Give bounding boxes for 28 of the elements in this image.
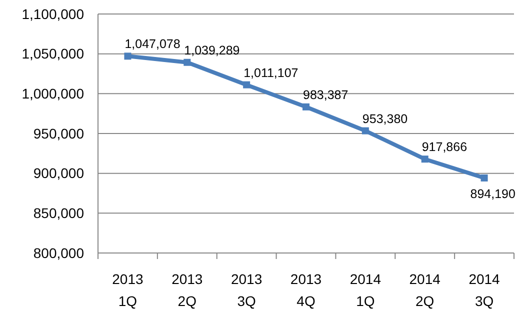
- y-tick-label: 800,000: [33, 244, 84, 261]
- x-tick-label: 2013 3Q: [230, 271, 262, 309]
- x-tick-label: 2013 4Q: [290, 271, 322, 309]
- y-tick-label: 1,000,000: [22, 86, 84, 102]
- point: [362, 127, 369, 134]
- data-label: 917,866: [422, 140, 468, 154]
- point: [124, 52, 132, 60]
- data-label: 894,190: [470, 186, 516, 201]
- data-label: 953,380: [362, 112, 408, 126]
- point: [480, 174, 488, 182]
- data-label: 983,387: [303, 88, 348, 102]
- data-label: 1,047,078: [124, 37, 180, 52]
- point: [243, 81, 250, 88]
- y-tick-label: 1,100,000: [22, 6, 84, 22]
- x-tick-label: 2014 2Q: [409, 271, 441, 309]
- x-tick-label: 2014 1Q: [350, 271, 382, 309]
- x-tick-label: 2014 3Q: [468, 271, 500, 309]
- point: [421, 156, 428, 163]
- x-tick-label: 2013 1Q: [112, 271, 144, 309]
- y-tick-label: 1,050,000: [22, 46, 84, 62]
- x-tick-label: 2013 2Q: [172, 271, 203, 309]
- y-tick-label: 850,000: [33, 205, 84, 222]
- y-tick-label: 900,000: [33, 165, 84, 182]
- y-tick-label: 950,000: [33, 125, 84, 142]
- point: [302, 103, 310, 110]
- data-label: 1,011,107: [244, 66, 298, 80]
- point: [184, 58, 191, 66]
- data-label: 1,039,289: [184, 43, 240, 58]
